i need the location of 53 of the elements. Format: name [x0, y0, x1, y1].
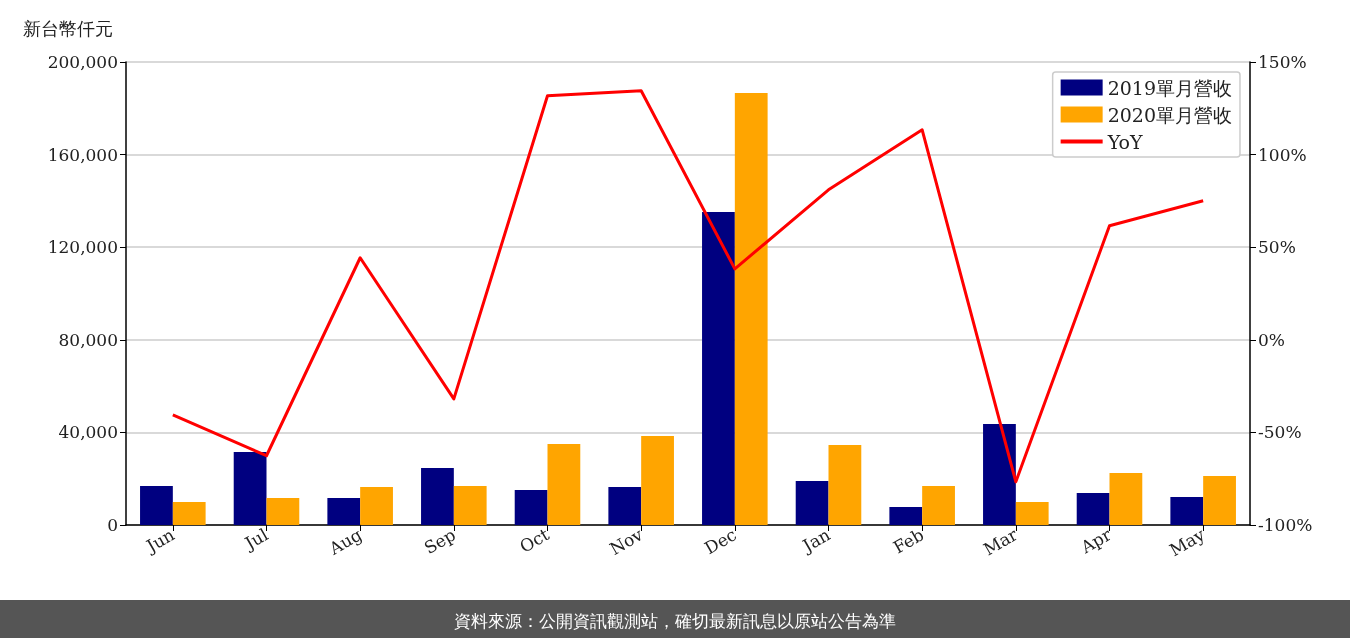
x-tick-label: Nov	[606, 524, 647, 559]
x-tick-label: Jul	[239, 524, 272, 555]
y2-tick-label: -100%	[1258, 515, 1313, 535]
legend-label: 2020單月營收	[1107, 103, 1233, 126]
y2-tick-label: 50%	[1258, 237, 1296, 258]
bar	[641, 436, 674, 525]
y2-tick-label: 0%	[1258, 329, 1285, 350]
bar	[266, 497, 300, 525]
bar	[983, 424, 1016, 525]
bar	[734, 93, 768, 525]
x-tick-label: Dec	[701, 524, 740, 559]
x-tick-label: Jun	[141, 524, 178, 557]
legend-label: YoY	[1106, 130, 1143, 153]
y-tick-label: 80,000	[58, 329, 118, 350]
bar	[795, 481, 829, 525]
x-tick-label: Feb	[889, 524, 928, 558]
bar	[1203, 475, 1236, 525]
source-note: 資料來源：公開資訊觀測站，確切最新訊息以原站公告為準	[454, 610, 896, 631]
x-tick-label: Sep	[420, 524, 459, 558]
bar	[140, 486, 173, 525]
x-tick-label: Apr	[1076, 523, 1116, 558]
bar	[1076, 493, 1110, 525]
bar	[1015, 502, 1049, 525]
y-axis-title: 新台幣仟元	[23, 17, 113, 39]
y-tick-label: 200,000	[47, 52, 118, 72]
x-tick-label: Oct	[516, 524, 553, 557]
bar	[889, 506, 923, 525]
bar	[327, 497, 361, 525]
bar	[360, 487, 393, 525]
bar	[514, 490, 548, 525]
bar	[233, 452, 267, 525]
bar	[172, 502, 206, 525]
bar	[702, 212, 735, 525]
y2-tick-label: 100%	[1258, 144, 1307, 165]
y-tick-label: 160,000	[47, 144, 118, 165]
bar	[1170, 496, 1204, 525]
bar	[421, 468, 454, 525]
y2-tick-label: 150%	[1258, 52, 1307, 72]
y-tick-label: 120,000	[47, 237, 118, 258]
y2-tick-label: -50%	[1258, 422, 1302, 443]
bar	[608, 487, 642, 525]
bar	[1109, 472, 1143, 525]
x-tick-label: Aug	[324, 524, 366, 560]
bar	[547, 443, 581, 525]
y-tick-label: 40,000	[58, 422, 118, 443]
bar	[828, 444, 862, 525]
legend-label: 2019單月營收	[1107, 76, 1233, 99]
x-tick-label: Mar	[979, 523, 1022, 560]
bar	[453, 486, 487, 525]
bar	[922, 486, 955, 525]
x-tick-label: May	[1166, 524, 1209, 561]
x-tick-label: Jan	[797, 524, 834, 557]
y-tick-label: 0	[107, 515, 118, 535]
